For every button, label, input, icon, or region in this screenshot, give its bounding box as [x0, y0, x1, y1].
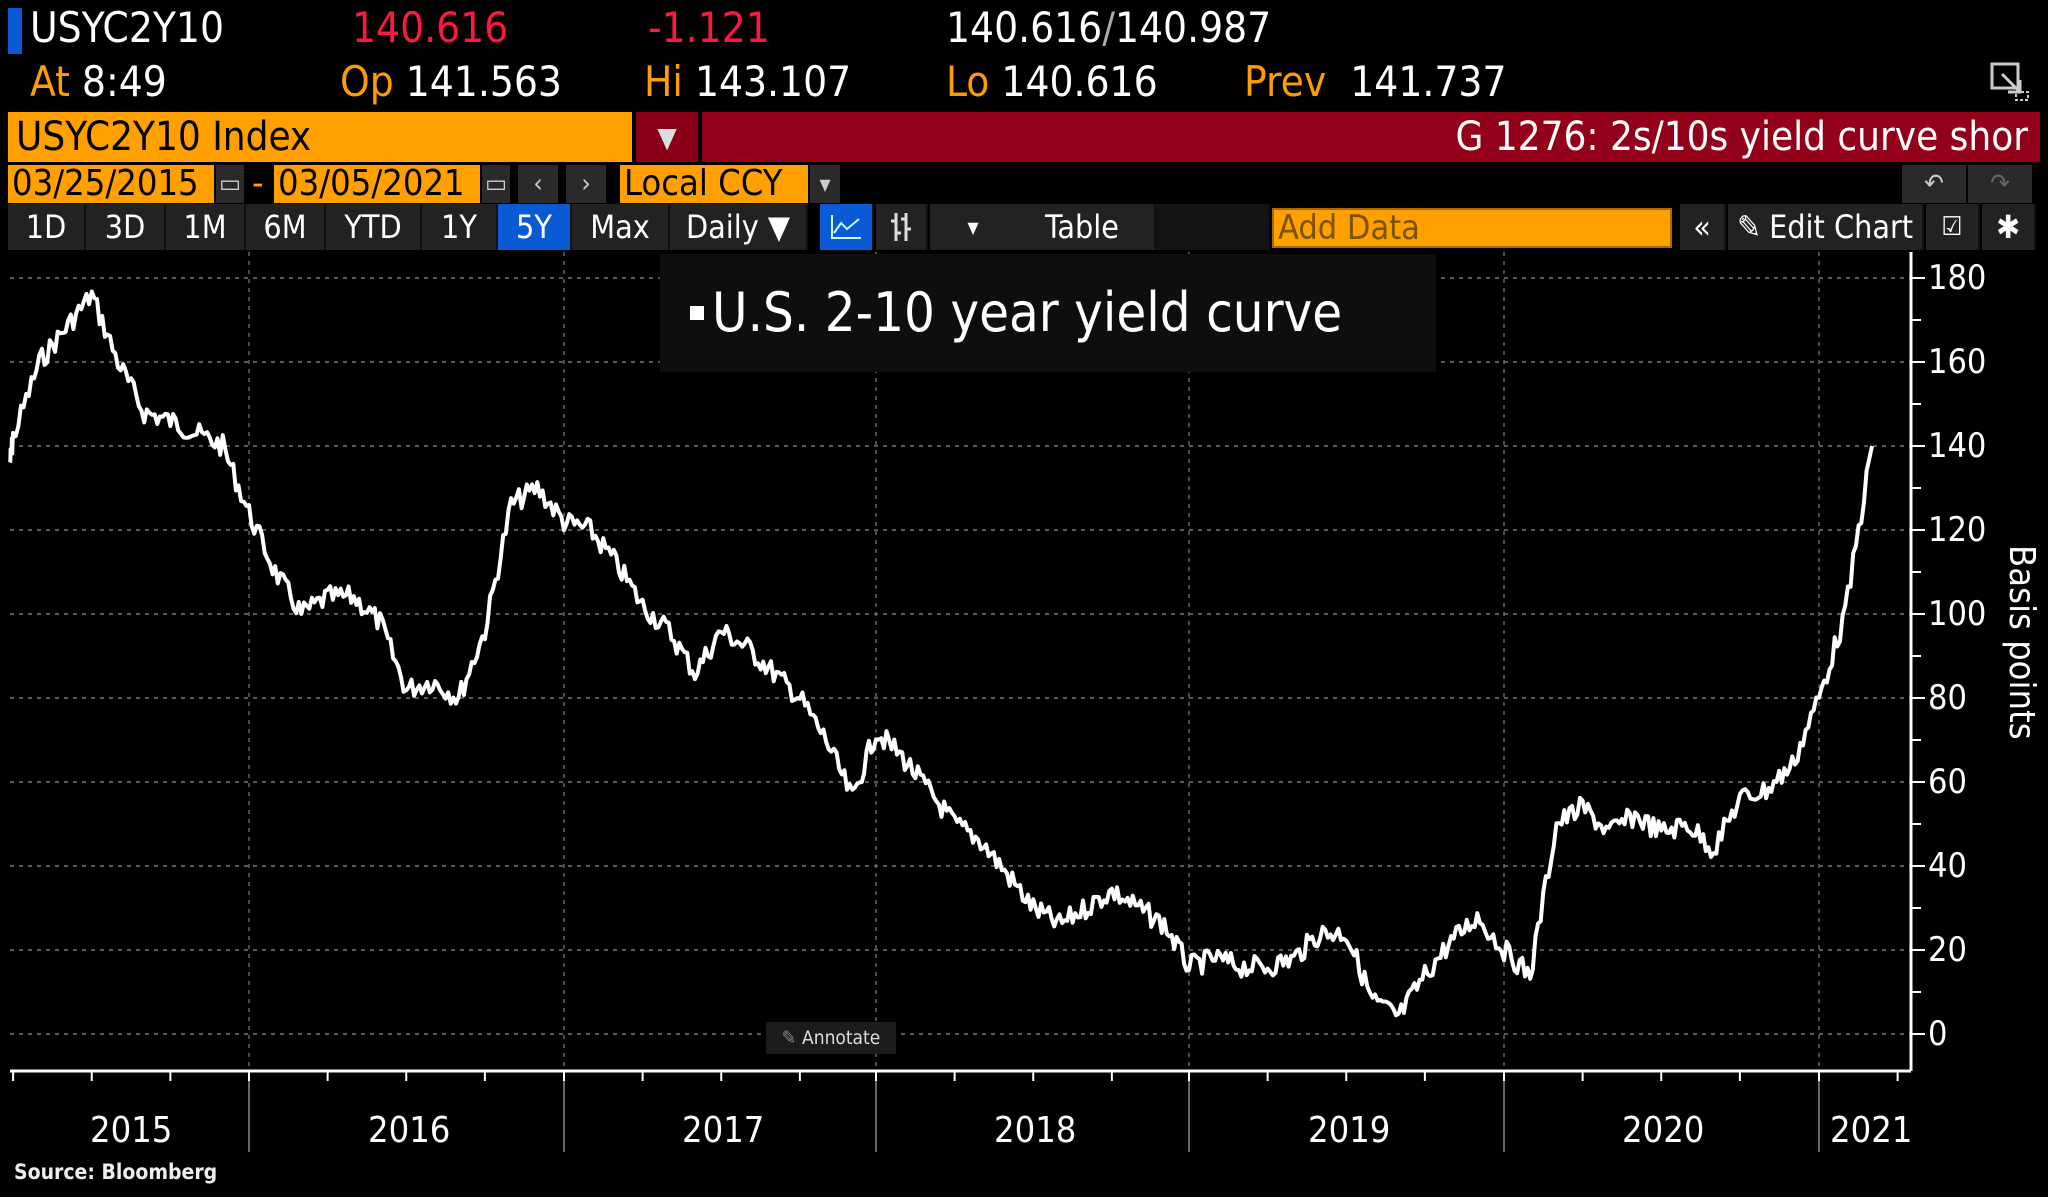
add-data-input[interactable]: Add Data	[1272, 208, 1672, 248]
currency-select[interactable]: Local CCY	[620, 165, 808, 203]
prev-value: 141.737	[1350, 57, 1507, 106]
line-chart-button[interactable]	[820, 204, 874, 250]
y-tick-label: 120	[1928, 510, 1987, 550]
x-tick-label: 2018	[994, 1110, 1077, 1151]
source-note: Source: Bloomberg	[14, 1160, 218, 1184]
start-date-input[interactable]: 03/25/2015	[8, 165, 214, 203]
prev-period-button[interactable]: ‹	[518, 165, 558, 203]
x-tick-label: 2020	[1622, 1110, 1705, 1151]
range-3d-button[interactable]: 3D	[86, 204, 166, 250]
range-5y-button[interactable]: 5Y	[498, 204, 572, 250]
legend-swatch	[690, 306, 704, 320]
y-tick-label: 20	[1928, 930, 1967, 970]
range-1d-button[interactable]: 1D	[8, 204, 86, 250]
popout-icon[interactable]	[1990, 62, 2030, 102]
security-input[interactable]: USYC2Y10 Index	[8, 112, 632, 162]
annotation-edit-button[interactable]: ☑	[1926, 204, 1980, 250]
chart-legend	[660, 254, 1436, 372]
time-field: At 8:49	[30, 58, 167, 106]
last-price: 140.616	[352, 3, 509, 52]
date-separator: -	[252, 163, 264, 204]
currency-dropdown-icon[interactable]: ▼	[810, 165, 840, 203]
end-date-input[interactable]: 03/05/2021	[274, 165, 480, 203]
next-period-button[interactable]: ›	[566, 165, 606, 203]
settings-button[interactable]: ✱	[1982, 204, 2036, 250]
annotate-button[interactable]: ✎ Annotate	[766, 1022, 896, 1054]
range-ytd-button[interactable]: YTD	[326, 204, 422, 250]
y-tick-label: 60	[1928, 762, 1967, 802]
high-field: Hi 143.107	[644, 58, 851, 106]
bid: 140.616	[946, 3, 1103, 52]
table-button[interactable]: Table	[1010, 204, 1156, 250]
ohlc-bar-icon	[891, 213, 911, 241]
ask: 140.987	[1114, 3, 1272, 52]
toolbar-spacer	[1156, 204, 1270, 250]
chart-type-dropdown[interactable]: ▼	[930, 204, 1018, 250]
y-tick-label: 0	[1928, 1014, 1948, 1054]
y-tick-label: 100	[1928, 594, 1987, 634]
bid-ask: 140.616/140.987	[946, 4, 1271, 52]
high-value: 143.107	[694, 57, 852, 106]
annotate-label: Annotate	[802, 1027, 881, 1049]
security-marker	[8, 8, 22, 54]
frequency-dropdown[interactable]: Daily ▼	[670, 204, 808, 250]
start-calendar-icon[interactable]: ▭	[216, 165, 244, 203]
gear-icon: ✱	[1995, 208, 2021, 246]
chevron-down-icon: ▼	[967, 217, 979, 237]
x-tick-label: 2015	[90, 1110, 173, 1151]
redo-button[interactable]: ↷	[1968, 165, 2032, 203]
y-tick-label: 180	[1928, 258, 1987, 298]
bid-ask-separator: /	[1102, 3, 1115, 52]
redo-icon: ↷	[1990, 169, 2010, 199]
high-label: Hi	[644, 57, 683, 106]
x-tick-label: 2021	[1830, 1110, 1913, 1151]
y-tick-label: 160	[1928, 342, 1987, 382]
pencil-icon: ✎	[1736, 208, 1762, 246]
undo-icon: ↶	[1924, 169, 1944, 199]
chevron-left-icon: ‹	[533, 169, 543, 199]
line-chart-icon	[831, 215, 861, 239]
chart-title-bar[interactable]: G 1276: 2s/10s yield curve shor	[702, 112, 2040, 162]
prev-field: Prev 141.737	[1244, 58, 1506, 106]
edit-chart-label: Edit Chart	[1769, 208, 1914, 246]
undo-button[interactable]: ↶	[1902, 165, 1966, 203]
x-tick-label: 2019	[1308, 1110, 1391, 1151]
y-axis-title: Basis points	[2001, 545, 2042, 740]
x-tick-label: 2016	[368, 1110, 451, 1151]
line-chart-plot[interactable]	[0, 252, 2048, 1152]
x-tick-label: 2017	[682, 1110, 765, 1151]
security-dropdown-button[interactable]: ▼	[636, 112, 698, 162]
range-max-button[interactable]: Max	[572, 204, 670, 250]
end-calendar-icon[interactable]: ▭	[482, 165, 510, 203]
legend-label: U.S. 2-10 year yield curve	[712, 281, 1343, 344]
open-field: Op 141.563	[340, 58, 562, 106]
low-field: Lo 140.616	[946, 58, 1158, 106]
net-change: -1.121	[648, 3, 770, 52]
edit-list-icon: ☑	[1941, 212, 1963, 242]
pencil-icon: ✎	[781, 1027, 797, 1049]
chevron-right-icon: ›	[581, 169, 591, 199]
at-label: At	[30, 57, 70, 106]
range-1y-button[interactable]: 1Y	[422, 204, 498, 250]
dropdown-arrow-icon: ▼	[657, 120, 677, 154]
y-tick-label: 140	[1928, 426, 1987, 466]
low-value: 140.616	[1001, 57, 1158, 106]
ticker: USYC2Y10	[30, 3, 225, 52]
range-1m-button[interactable]: 1M	[166, 204, 246, 250]
open-value: 141.563	[405, 57, 562, 106]
collapse-button[interactable]: «	[1680, 204, 1726, 250]
y-tick-label: 80	[1928, 678, 1967, 718]
low-label: Lo	[946, 57, 990, 106]
prev-label: Prev	[1244, 57, 1327, 106]
y-tick-label: 40	[1928, 846, 1967, 886]
bar-chart-button[interactable]	[876, 204, 928, 250]
range-6m-button[interactable]: 6M	[246, 204, 326, 250]
open-label: Op	[340, 57, 394, 106]
edit-chart-button[interactable]: ✎ Edit Chart	[1728, 204, 1924, 250]
time-value: 8:49	[81, 57, 167, 106]
